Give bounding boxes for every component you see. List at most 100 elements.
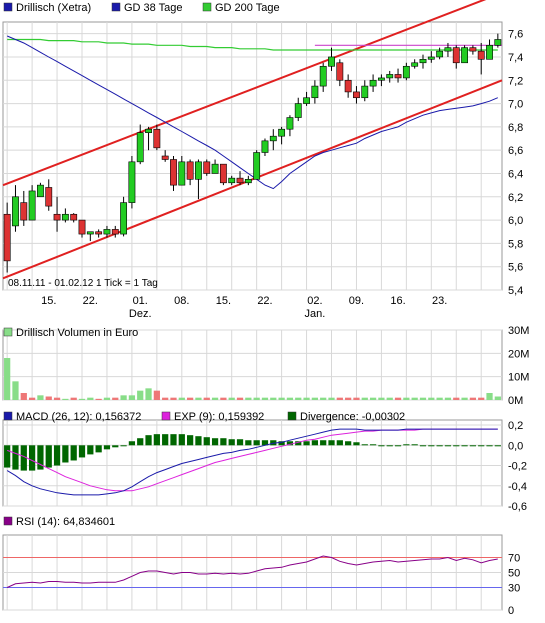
volume-bar [103, 397, 111, 400]
volume-bar [253, 397, 260, 400]
volume-bar [95, 398, 102, 400]
legend-drillisch-label: Drillisch (Xetra) [16, 2, 91, 14]
volume-bar [486, 393, 493, 400]
volume-bar [436, 397, 443, 400]
volume-bar [137, 390, 144, 400]
volume-bar [369, 397, 377, 400]
divergence-bar [37, 445, 44, 470]
volume-bar [112, 397, 119, 400]
volume-y-tick-label: 20M [508, 348, 529, 360]
volume-y-tick-label: 0M [508, 395, 523, 407]
divergence-bar [494, 445, 501, 447]
candle-body [469, 47, 477, 52]
channel-upper-line [2, 0, 487, 187]
divergence-bar [95, 445, 102, 453]
price-y-tick-label: 6,0 [508, 215, 523, 227]
volume-bar [28, 397, 36, 400]
candle-body [128, 161, 136, 203]
candle-body [103, 229, 111, 235]
volume-bar [12, 381, 19, 400]
candle-body [486, 45, 493, 60]
volume-bar [220, 397, 227, 400]
price-y-tick-label: 6,8 [508, 122, 523, 134]
exp-line [7, 428, 498, 492]
candle-body [86, 231, 94, 235]
candle-body [336, 62, 344, 81]
volume-bar [245, 397, 252, 400]
divergence-bar [419, 445, 427, 447]
legend-divergence-label: Divergence: -0,00302 [300, 411, 405, 423]
volume-bar [87, 397, 94, 400]
divergence-bar [461, 445, 468, 447]
candle-body [444, 47, 452, 52]
macd-y-tick-label: -0,4 [508, 481, 527, 493]
candle-body [45, 187, 53, 207]
candle-body [153, 128, 161, 149]
gd38-line [7, 35, 498, 190]
candle-body [436, 50, 444, 58]
divergence-bar [361, 444, 368, 446]
volume-bar [228, 397, 235, 400]
rsi-line [6, 555, 498, 588]
divergence-bar [137, 438, 144, 446]
divergence-bar [178, 434, 185, 446]
legend-macd-label: MACD (26, 12): 0,156372 [16, 411, 141, 423]
legend-divergence-swatch [287, 411, 297, 421]
legend-gd38-swatch [111, 2, 121, 12]
divergence-bar [486, 445, 493, 447]
divergence-bar [228, 439, 235, 446]
candle-body [411, 62, 419, 67]
candle-body [311, 85, 319, 99]
divergence-bar [62, 445, 69, 463]
candle-body [195, 161, 202, 180]
price-y-tick-label: 7,6 [508, 29, 523, 41]
x-tick-label: 09. [349, 295, 364, 307]
candle-body [70, 213, 78, 221]
price-y-tick-label: 5,4 [508, 285, 523, 297]
legend-exp-swatch [161, 411, 171, 421]
candle-body [178, 161, 186, 186]
x-tick-label: 01. [133, 295, 148, 307]
gd200-line [7, 38, 498, 51]
macd-y-tick-label: -0,2 [508, 461, 527, 473]
x-tick-label: 15. [41, 295, 56, 307]
price-y-tick-label: 6,2 [508, 192, 523, 204]
legend-gd38-label: GD 38 Tage [124, 2, 183, 14]
volume-bar [162, 397, 169, 400]
volume-bar [128, 395, 136, 400]
candle-body [20, 202, 28, 221]
candle-body [402, 65, 410, 79]
candle-body [286, 117, 294, 130]
candle-body [278, 128, 286, 137]
divergence-bar [120, 445, 127, 447]
volume-bar [78, 398, 86, 400]
divergence-bar [453, 445, 460, 447]
volume-bar [444, 397, 452, 400]
divergence-bar [303, 441, 310, 446]
candle-body [294, 103, 302, 118]
volume-bar [211, 397, 219, 400]
candle-body [219, 163, 227, 184]
candle-body [461, 47, 468, 64]
price-y-tick-label: 5,6 [508, 262, 523, 274]
divergence-bar [328, 440, 335, 446]
divergence-bar [444, 445, 452, 447]
divergence-bar [436, 445, 443, 447]
month-label: Dez. [129, 308, 152, 320]
candle-body [61, 213, 69, 221]
divergence-bar [386, 445, 393, 447]
volume-bar [303, 397, 310, 400]
divergence-bar [220, 438, 227, 446]
candle-body [211, 163, 219, 174]
divergence-bar [261, 440, 269, 446]
divergence-bar [478, 445, 485, 447]
legend-rsi-swatch [3, 516, 13, 526]
divergence-bar [403, 444, 410, 446]
volume-bar [320, 397, 327, 400]
candle-body [95, 231, 103, 235]
candle-body [319, 65, 327, 87]
text-layer: 5,4 5,6 5,8 6,0 6,2 6,4 6,6 6,8 7,0 7,2 7,4 7,6 Dril… [3, 2, 529, 617]
volume-bar [153, 390, 160, 400]
price-y-tick-label: 7,0 [508, 99, 523, 111]
